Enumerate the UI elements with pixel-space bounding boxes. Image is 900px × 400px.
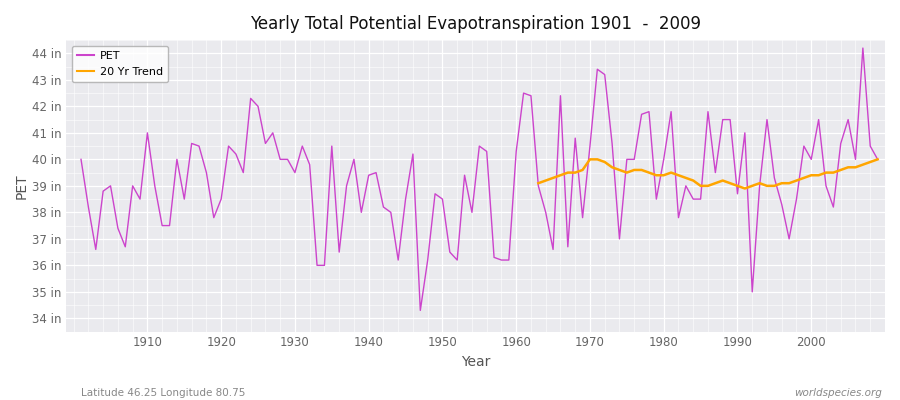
PET [607,141,617,146]
20 Yr Trend [717,178,728,183]
20 Yr Trend [835,168,846,172]
20 Yr Trend [592,157,603,162]
20 Yr Trend [791,178,802,183]
20 Yr Trend [732,184,742,188]
20 Yr Trend [821,170,832,175]
20 Yr Trend [784,181,795,186]
20 Yr Trend [585,157,596,162]
20 Yr Trend [747,184,758,188]
20 Yr Trend [680,176,691,180]
PET [872,157,883,162]
20 Yr Trend [666,170,677,175]
20 Yr Trend [872,157,883,162]
20 Yr Trend [599,160,610,164]
20 Yr Trend [651,173,661,178]
PET [297,144,308,148]
20 Yr Trend [828,170,839,175]
Text: Latitude 46.25 Longitude 80.75: Latitude 46.25 Longitude 80.75 [81,388,246,398]
PET [135,197,146,202]
X-axis label: Year: Year [461,355,491,369]
20 Yr Trend [724,181,735,186]
20 Yr Trend [555,173,566,178]
20 Yr Trend [806,173,816,178]
20 Yr Trend [636,168,647,172]
20 Yr Trend [533,181,544,186]
20 Yr Trend [761,184,772,188]
20 Yr Trend [629,168,640,172]
20 Yr Trend [562,170,573,175]
20 Yr Trend [754,181,765,186]
20 Yr Trend [865,160,876,164]
PET [511,149,522,154]
Title: Yearly Total Potential Evapotranspiration 1901  -  2009: Yearly Total Potential Evapotranspiratio… [250,15,701,33]
Legend: PET, 20 Yr Trend: PET, 20 Yr Trend [72,46,168,82]
20 Yr Trend [658,173,669,178]
Text: worldspecies.org: worldspecies.org [794,388,882,398]
20 Yr Trend [710,181,721,186]
PET [415,308,426,313]
Y-axis label: PET: PET [15,173,29,199]
PET [341,184,352,188]
20 Yr Trend [577,168,588,172]
20 Yr Trend [614,168,625,172]
20 Yr Trend [798,176,809,180]
Line: PET: PET [81,48,878,310]
PET [518,91,529,96]
20 Yr Trend [607,165,617,170]
PET [858,46,868,50]
20 Yr Trend [540,178,551,183]
20 Yr Trend [548,176,559,180]
20 Yr Trend [688,178,698,183]
20 Yr Trend [570,170,580,175]
20 Yr Trend [703,184,714,188]
20 Yr Trend [842,165,853,170]
20 Yr Trend [673,173,684,178]
PET [76,157,86,162]
20 Yr Trend [850,165,861,170]
20 Yr Trend [644,170,654,175]
Line: 20 Yr Trend: 20 Yr Trend [538,159,878,188]
20 Yr Trend [769,184,779,188]
20 Yr Trend [858,162,868,167]
20 Yr Trend [621,170,632,175]
20 Yr Trend [695,184,706,188]
20 Yr Trend [740,186,751,191]
20 Yr Trend [777,181,788,186]
20 Yr Trend [814,173,824,178]
